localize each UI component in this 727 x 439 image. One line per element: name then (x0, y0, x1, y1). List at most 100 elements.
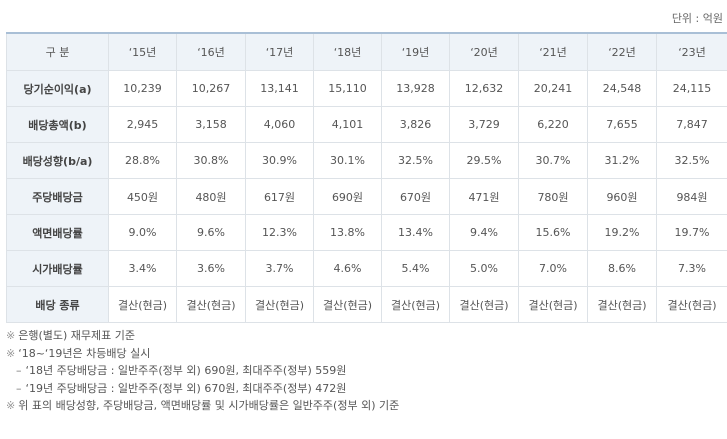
table-row: 배당 종류 결산(현금) 결산(현금) 결산(현금) 결산(현금) 결산(현금)… (6, 286, 727, 323)
footnote-sub: – ‘18년 주당배당금 : 일반주주(정부 외) 690원, 최대주주(정부) … (6, 362, 721, 380)
table-header-row: 구 분 ‘15년 ‘16년 ‘17년 ‘18년 ‘19년 ‘20년 ‘21년 ‘… (6, 32, 727, 71)
header-year: ‘19년 (381, 32, 450, 71)
row-label: 시가배당률 (6, 250, 109, 287)
table-cell: 29.5% (449, 142, 519, 179)
table-row: 배당총액(b) 2,945 3,158 4,060 4,101 3,826 3,… (6, 106, 727, 143)
reference-mark-icon: ※ (6, 346, 16, 360)
table-cell: 690원 (313, 178, 382, 215)
header-year: ‘16년 (176, 32, 246, 71)
table-cell: 3,826 (381, 106, 450, 143)
header-year: ‘20년 (449, 32, 519, 71)
header-year: ‘21년 (518, 32, 588, 71)
footnote-text: ‘18~‘19년은 차등배당 실시 (18, 346, 151, 360)
header-year: ‘23년 (656, 32, 727, 71)
table-cell: 780원 (518, 178, 588, 215)
table-cell: 30.9% (245, 142, 314, 179)
table-cell: 19.2% (587, 214, 657, 251)
table-row: 액면배당률 9.0% 9.6% 12.3% 13.8% 13.4% 9.4% 1… (6, 214, 727, 251)
footnotes: ※ 은행(별도) 재무제표 기준 ※ ‘18~‘19년은 차등배당 실시 – ‘18년… (6, 327, 721, 415)
table-cell: 결산(현금) (449, 286, 519, 323)
header-year: ‘22년 (587, 32, 657, 71)
unit-label: 단위 : 억원 (671, 12, 723, 25)
table-cell: 9.4% (449, 214, 519, 251)
table-cell: 670원 (381, 178, 450, 215)
table-cell: 10,267 (176, 70, 246, 107)
footnote-text: 은행(별도) 재무제표 기준 (18, 329, 135, 342)
table-cell: 31.2% (587, 142, 657, 179)
table-cell: 28.8% (108, 142, 177, 179)
table-cell: 24,548 (587, 70, 657, 107)
table-cell: 10,239 (108, 70, 177, 107)
table-cell: 30.1% (313, 142, 382, 179)
header-year: ‘15년 (108, 32, 177, 71)
row-label: 배당성향(b/a) (6, 142, 109, 179)
reference-mark-icon: ※ (6, 399, 16, 412)
row-label: 배당총액(b) (6, 106, 109, 143)
dash-bullet: – (16, 364, 22, 377)
dash-bullet: – (16, 381, 22, 395)
footnote-text: ‘19년 주당배당금 : 일반주주(정부 외) 670원, 최대주주(정부) 4… (25, 381, 347, 395)
table-cell: 결산(현금) (518, 286, 588, 323)
header-year: ‘17년 (245, 32, 314, 71)
table-cell: 13,141 (245, 70, 314, 107)
table-cell: 2,945 (108, 106, 177, 143)
table-cell: 9.6% (176, 214, 246, 251)
table-cell: 30.7% (518, 142, 588, 179)
table-cell: 15.6% (518, 214, 588, 251)
table-cell: 결산(현금) (587, 286, 657, 323)
table-cell: 8.6% (587, 250, 657, 287)
row-label: 주당배당금 (6, 178, 109, 215)
table-cell: 984원 (656, 178, 727, 215)
table-cell: 7.3% (656, 250, 727, 287)
row-label: 당기순이익(a) (6, 70, 109, 107)
table-cell: 결산(현금) (245, 286, 314, 323)
table-cell: 13,928 (381, 70, 450, 107)
footnote-text: 위 표의 배당성향, 주당배당금, 액면배당률 및 시가배당률은 일반주주(정부… (18, 399, 400, 412)
row-label: 배당 종류 (6, 286, 109, 323)
table-cell: 3,158 (176, 106, 246, 143)
table-cell: 4,101 (313, 106, 382, 143)
table-cell: 471원 (449, 178, 519, 215)
table-cell: 4.6% (313, 250, 382, 287)
table-cell: 32.5% (656, 142, 727, 179)
dividend-table: 구 분 ‘15년 ‘16년 ‘17년 ‘18년 ‘19년 ‘20년 ‘21년 ‘… (6, 32, 727, 323)
table-cell: 13.4% (381, 214, 450, 251)
table-cell: 960원 (587, 178, 657, 215)
footnote: ※ 은행(별도) 재무제표 기준 (6, 327, 721, 345)
footnote-text: ‘18년 주당배당금 : 일반주주(정부 외) 690원, 최대주주(정부) 5… (25, 364, 347, 377)
reference-mark-icon: ※ (6, 329, 16, 342)
table-cell: 19.7% (656, 214, 727, 251)
table-cell: 24,115 (656, 70, 727, 107)
table-cell: 7.0% (518, 250, 588, 287)
table-row: 배당성향(b/a) 28.8% 30.8% 30.9% 30.1% 32.5% … (6, 142, 727, 179)
header-year: ‘18년 (313, 32, 382, 71)
row-label: 액면배당률 (6, 214, 109, 251)
footnote: ※ 위 표의 배당성향, 주당배당금, 액면배당률 및 시가배당률은 일반주주(정… (6, 397, 721, 415)
footnote-sub: – ‘19년 주당배당금 : 일반주주(정부 외) 670원, 최대주주(정부) … (6, 380, 721, 398)
table-cell: 결산(현금) (176, 286, 246, 323)
table-cell: 7,847 (656, 106, 727, 143)
table-cell: 20,241 (518, 70, 588, 107)
header-category: 구 분 (6, 32, 109, 71)
table-cell: 480원 (176, 178, 246, 215)
table-cell: 5.4% (381, 250, 450, 287)
table-cell: 3,729 (449, 106, 519, 143)
table-row: 주당배당금 450원 480원 617원 690원 670원 471원 780원… (6, 178, 727, 215)
table-cell: 32.5% (381, 142, 450, 179)
footnote: ※ ‘18~‘19년은 차등배당 실시 (6, 345, 721, 363)
table-cell: 6,220 (518, 106, 588, 143)
table-row: 시가배당률 3.4% 3.6% 3.7% 4.6% 5.4% 5.0% 7.0%… (6, 250, 727, 287)
table-cell: 12.3% (245, 214, 314, 251)
table-cell: 9.0% (108, 214, 177, 251)
table-cell: 617원 (245, 178, 314, 215)
table-cell: 4,060 (245, 106, 314, 143)
table-cell: 결산(현금) (656, 286, 727, 323)
table-cell: 결산(현금) (381, 286, 450, 323)
table-cell: 3.7% (245, 250, 314, 287)
table-cell: 3.6% (176, 250, 246, 287)
table-cell: 결산(현금) (313, 286, 382, 323)
table-cell: 5.0% (449, 250, 519, 287)
table-cell: 결산(현금) (108, 286, 177, 323)
table-cell: 450원 (108, 178, 177, 215)
table-cell: 15,110 (313, 70, 382, 107)
